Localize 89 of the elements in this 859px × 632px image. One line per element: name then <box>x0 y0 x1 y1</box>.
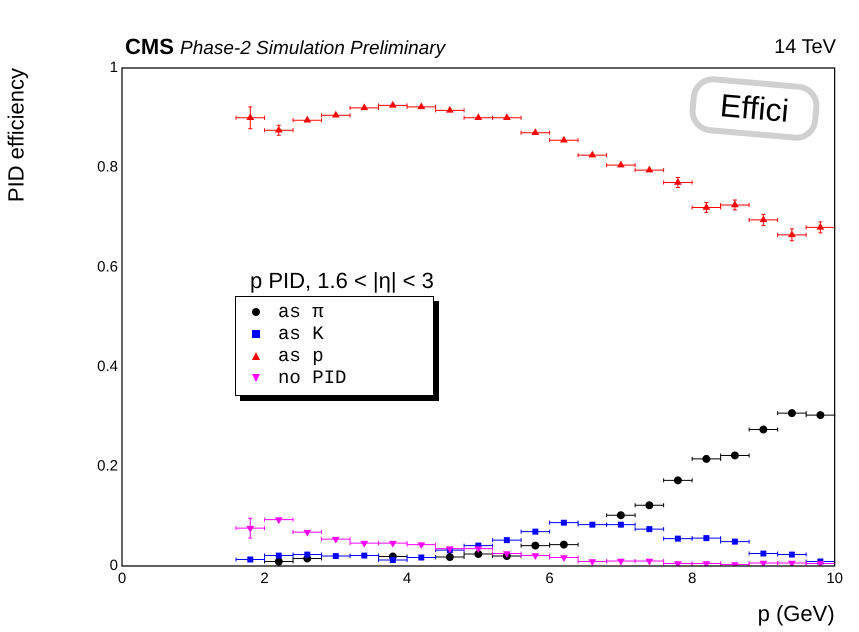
point <box>646 558 653 566</box>
x-tick-label: 10 <box>826 570 843 588</box>
point <box>304 116 311 123</box>
point <box>360 104 368 110</box>
point <box>760 560 767 566</box>
x-axis-title: p (GeV) <box>758 600 835 626</box>
point <box>760 216 767 222</box>
point <box>275 517 282 524</box>
y-tick-label: 0 <box>110 557 118 574</box>
point <box>504 537 510 544</box>
legend-label: no PID <box>277 367 348 389</box>
point <box>246 526 254 532</box>
point <box>389 101 396 108</box>
y-tick-label: 1 <box>110 59 118 76</box>
point <box>646 526 652 532</box>
point <box>616 511 625 520</box>
x-tick-label: 8 <box>688 570 696 588</box>
point <box>332 111 340 118</box>
x-tick-label: 4 <box>402 570 412 588</box>
point <box>816 411 824 420</box>
point <box>532 553 539 560</box>
point <box>247 556 254 562</box>
point <box>246 114 254 120</box>
y-axis-title: PID efficiency <box>3 68 28 202</box>
point <box>674 536 681 542</box>
x-tick-label: 6 <box>545 570 554 588</box>
point <box>617 558 624 566</box>
point <box>560 540 568 549</box>
point <box>788 409 796 418</box>
point <box>274 558 283 566</box>
point <box>418 542 425 549</box>
text: 14 TeV <box>774 36 836 59</box>
point <box>589 522 596 528</box>
point <box>617 161 624 168</box>
point <box>304 530 311 536</box>
point <box>732 538 738 545</box>
point <box>674 178 682 185</box>
point <box>360 540 368 548</box>
point <box>532 528 538 535</box>
point <box>645 501 654 510</box>
point <box>532 128 539 135</box>
annotation: Effici <box>688 74 822 143</box>
point <box>759 426 768 434</box>
point <box>446 106 454 113</box>
point <box>418 554 424 561</box>
point <box>788 230 796 238</box>
point <box>646 166 653 172</box>
point <box>588 559 596 566</box>
point <box>560 520 567 526</box>
point <box>361 552 368 559</box>
y-tick-label: 0.8 <box>97 158 118 176</box>
point <box>730 451 739 460</box>
point <box>760 550 766 557</box>
point <box>389 540 396 548</box>
point <box>531 542 540 550</box>
y-tick-label: 0.4 <box>97 358 118 375</box>
point <box>703 535 710 542</box>
point <box>816 223 824 230</box>
point <box>446 553 454 562</box>
legend-label: as K <box>277 323 325 345</box>
y-tick-label: 0.6 <box>97 258 118 276</box>
point <box>503 551 510 558</box>
point <box>674 476 682 484</box>
point <box>418 102 425 110</box>
point <box>332 536 340 544</box>
point <box>503 114 510 120</box>
x-tick-label: 2 <box>260 570 269 588</box>
point <box>702 454 710 463</box>
point <box>788 552 795 558</box>
point <box>560 555 568 562</box>
point <box>474 550 482 558</box>
point <box>275 126 282 132</box>
point <box>731 200 738 208</box>
point <box>702 203 710 210</box>
point <box>276 552 282 559</box>
point <box>474 114 482 120</box>
y-tick-label: 0.2 <box>97 458 118 475</box>
point <box>474 546 482 553</box>
point <box>618 522 624 528</box>
point <box>390 557 396 563</box>
point <box>332 553 339 560</box>
point <box>588 151 596 158</box>
chart-title: CMS <box>125 34 174 59</box>
point <box>560 136 568 142</box>
legend-label: as p <box>277 345 325 367</box>
legend-label: as π <box>277 301 325 323</box>
chart-subtitle: Phase-2 Simulation Preliminary <box>180 38 446 59</box>
legend-title: p PID, 1.6 < |η| < 3 <box>250 268 434 294</box>
point <box>304 552 310 558</box>
